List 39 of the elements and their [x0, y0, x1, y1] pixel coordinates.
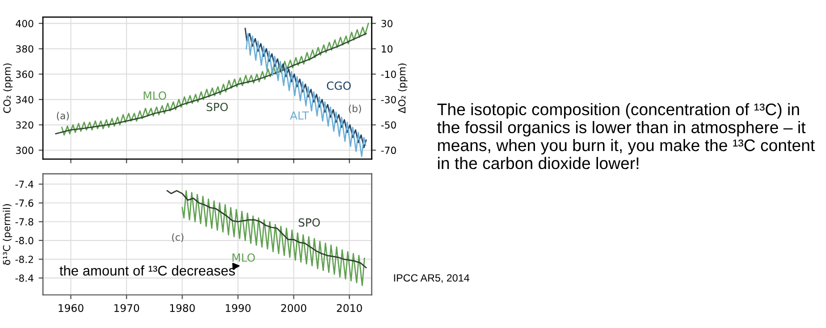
y-tick-label: 320	[16, 121, 34, 129]
y2-tick-label: -10	[381, 70, 396, 78]
annotation: (a)	[56, 112, 69, 120]
series-label: ALT	[290, 111, 309, 120]
y-tick-label: -8.4	[15, 274, 34, 282]
y-tick-label: -7.8	[15, 218, 34, 226]
y-tick-label: -7.6	[15, 199, 34, 207]
annotation: (c)	[172, 233, 184, 242]
y2-tick-label: 10	[382, 45, 392, 53]
y-tick-label: 300	[16, 146, 34, 154]
annotation: the amount of ¹³C decreases	[60, 265, 235, 276]
y-tick-label: 360	[16, 70, 34, 78]
series-label: SPO	[206, 102, 228, 112]
series-label: CGO	[326, 81, 351, 90]
text: The isotopic composition (concentration of ¹³C) in the fossil organics is lower than in atmosphere – it means, when you burn it, you make the ¹³C content in the carbon dioxide lower!	[437, 103, 815, 170]
series-label: MLO	[232, 253, 255, 262]
x-tick-label: 1990	[226, 304, 251, 312]
x-tick-label: 1980	[170, 304, 195, 312]
y2-tick-label: -30	[381, 96, 396, 104]
y-tick-label: -7.4	[15, 180, 34, 188]
y2-tick-label: -50	[381, 121, 396, 129]
text: IPCC AR5, 2014	[394, 274, 470, 283]
y-tick-label: -8.2	[15, 256, 33, 264]
y2-tick-label: -70	[381, 146, 396, 154]
series-label: MLO	[144, 91, 166, 100]
y-tick-label: 380	[16, 45, 34, 53]
y2-tick-label: 30	[381, 20, 392, 28]
x-tick-label: 1960	[58, 304, 84, 312]
x-tick-label: 2000	[281, 304, 306, 312]
y-tick-label: 340	[16, 96, 34, 104]
y-tick-label: 400	[16, 20, 34, 28]
y-axis-title: CO₂ (ppm)	[3, 63, 13, 113]
annotation: (b)	[348, 104, 361, 114]
y-tick-label: -8.0	[15, 236, 34, 244]
y-axis-title: δ¹³C (permil)	[2, 204, 12, 265]
x-tick-label: 2010	[336, 304, 362, 312]
y2-axis-title: ΔO₂ (ppm)	[398, 64, 408, 114]
x-tick-label: 1970	[114, 304, 140, 312]
series-label: SPO	[298, 218, 320, 227]
